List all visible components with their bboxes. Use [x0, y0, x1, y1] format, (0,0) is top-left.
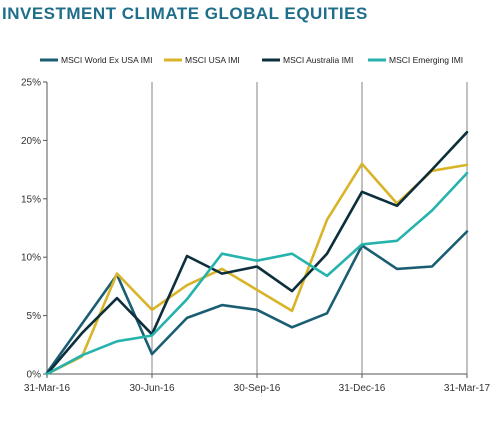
- legend-label: MSCI Emerging IMI: [389, 55, 463, 65]
- x-tick-label: 31-Mar-16: [24, 383, 71, 394]
- x-tick-label: 31-Mar-17: [444, 383, 491, 394]
- legend-label: MSCI Australia IMI: [283, 55, 353, 65]
- x-tick-label: 31-Dec-16: [339, 383, 386, 394]
- legend-item: MSCI USA IMI: [164, 55, 240, 65]
- x-tick-label: 30-Jun-16: [129, 383, 174, 394]
- y-tick-label: 10%: [21, 253, 41, 264]
- series-line: [45, 130, 469, 376]
- x-tick-label: 30-Sep-16: [234, 383, 281, 394]
- y-tick-label: 5%: [27, 311, 42, 322]
- legend-label: MSCI World Ex USA IMI: [61, 55, 152, 65]
- y-tick-label: 25%: [21, 78, 41, 89]
- y-tick-label: 15%: [21, 194, 41, 205]
- legend-item: MSCI Australia IMI: [262, 55, 353, 65]
- y-tick-label: 20%: [21, 136, 41, 147]
- chart-title: INVESTMENT CLIMATE GLOBAL EQUITIES: [2, 4, 368, 23]
- y-tick-label: 0%: [27, 370, 42, 381]
- legend-item: MSCI World Ex USA IMI: [40, 55, 152, 65]
- legend-label: MSCI USA IMI: [185, 55, 240, 65]
- series-line: [45, 162, 469, 376]
- legend-item: MSCI Emerging IMI: [368, 55, 463, 65]
- series-line: [45, 171, 469, 376]
